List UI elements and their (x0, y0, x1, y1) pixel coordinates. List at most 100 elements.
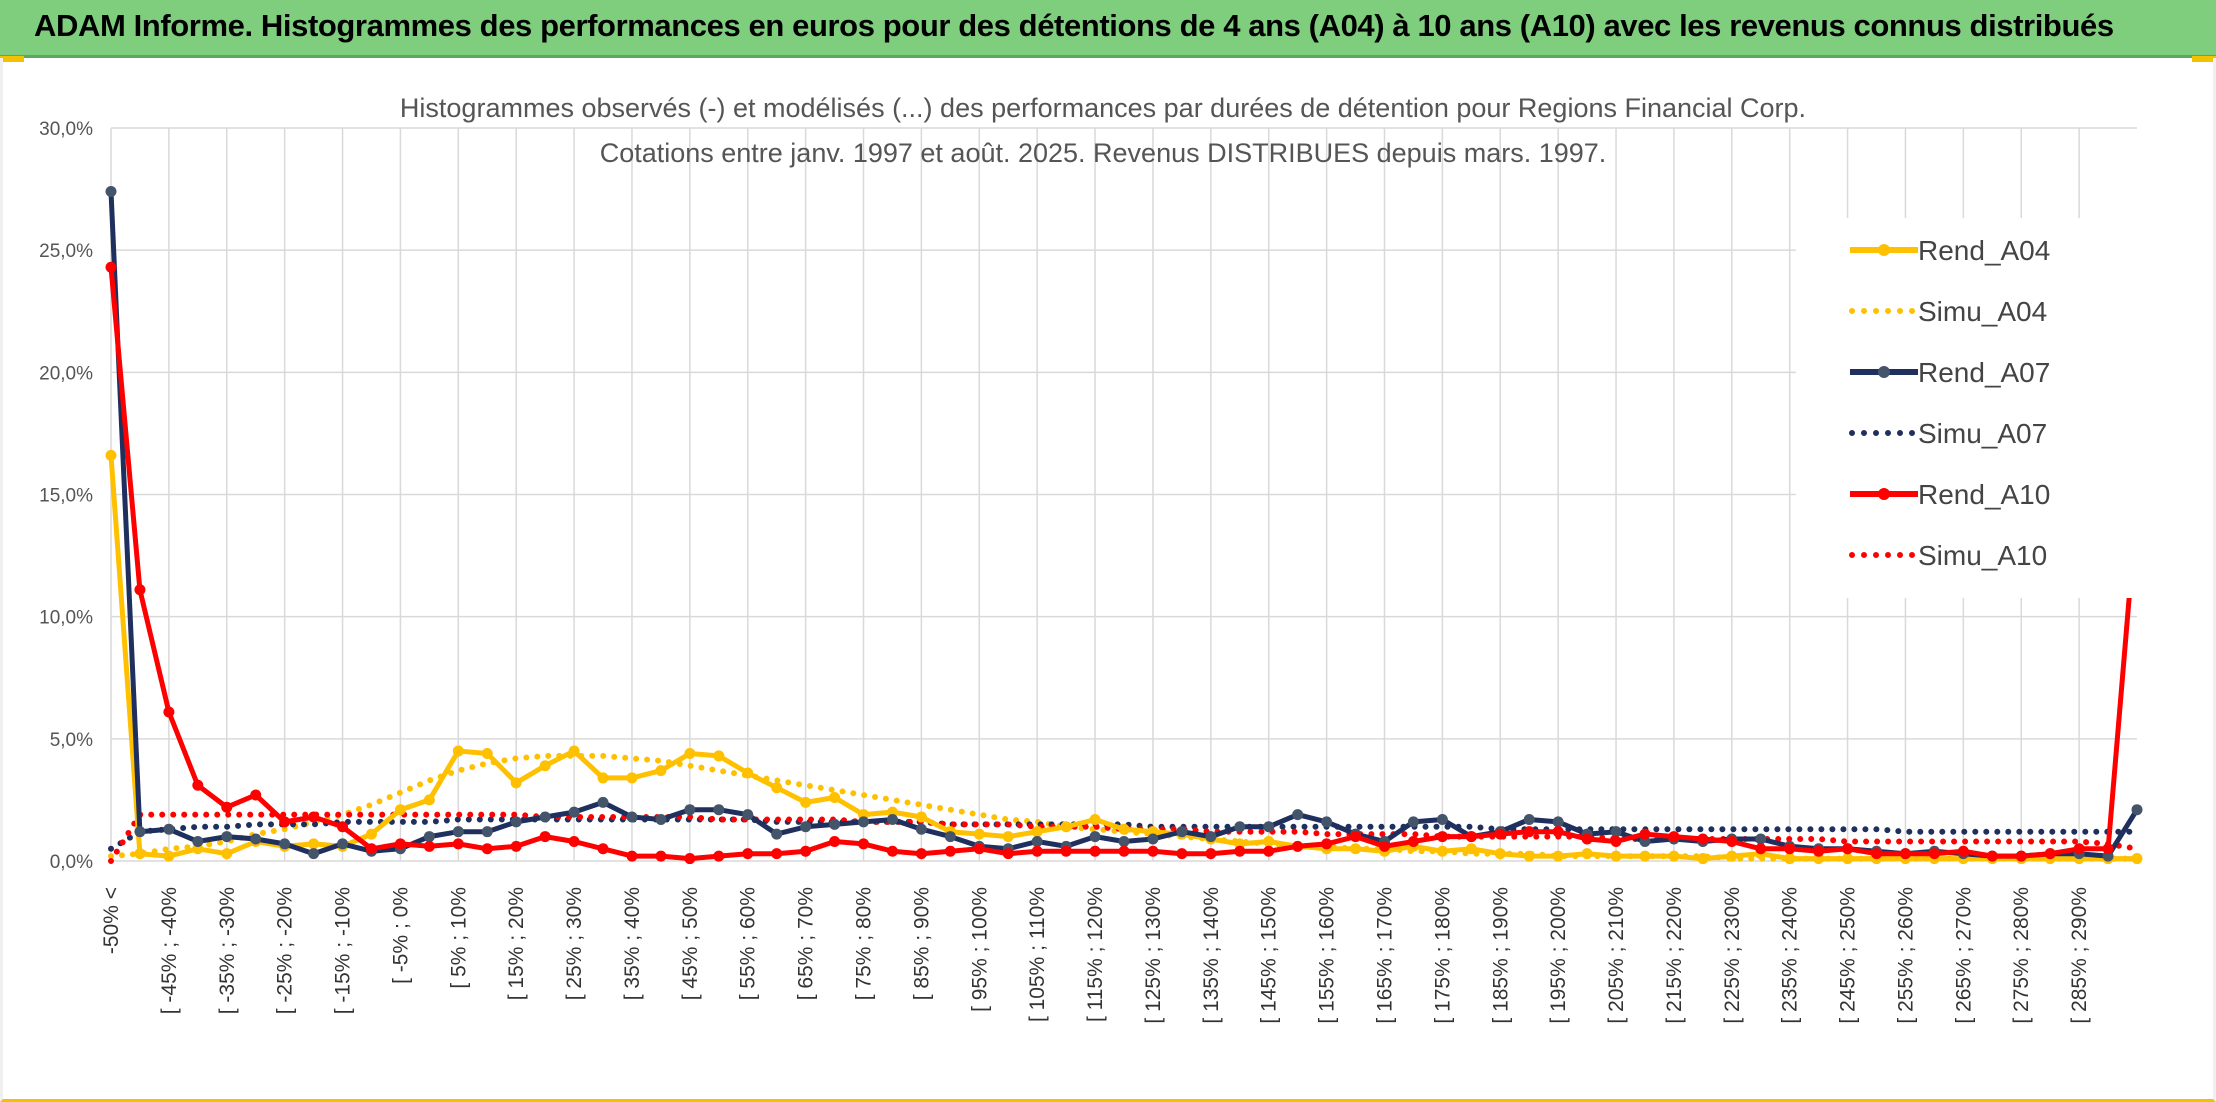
data-point-Rend_A10 (1350, 831, 1362, 843)
x-tick-label: [ 145% ; 150% (1258, 887, 1281, 1024)
data-point-Rend_A04 (1494, 848, 1506, 860)
data-point-Rend_A07 (481, 826, 493, 838)
y-tick-label: 15,0% (39, 486, 93, 507)
data-point-Rend_A10 (1234, 845, 1246, 857)
x-tick-label: [ -15% ; -10% (332, 887, 355, 1014)
x-tick-label: [ 215% ; 220% (1663, 887, 1686, 1024)
data-point-Rend_A04 (829, 791, 841, 803)
data-point-Rend_A04 (1842, 853, 1854, 865)
data-point-Rend_A04 (1118, 823, 1130, 835)
chart-title-line2: Cotations entre janv. 1997 et août. 2025… (600, 138, 1607, 168)
data-point-Rend_A04 (1552, 850, 1564, 862)
data-point-Rend_A10 (1871, 848, 1883, 860)
data-point-Rend_A10 (1842, 843, 1854, 855)
data-point-Rend_A10 (944, 845, 956, 857)
x-tick-label: [ 15% ; 20% (505, 887, 528, 1000)
x-tick-label: [ 165% ; 170% (1373, 887, 1396, 1024)
data-point-Rend_A07 (1436, 813, 1448, 825)
data-point-Rend_A10 (1610, 835, 1622, 847)
data-point-Rend_A04 (800, 796, 812, 808)
data-point-Rend_A10 (192, 779, 204, 791)
x-tick-label: [ 45% ; 50% (679, 887, 702, 1000)
data-point-Rend_A10 (800, 845, 812, 857)
x-tick-label: [ 5% ; 10% (447, 887, 470, 989)
data-point-Rend_A10 (2102, 843, 2114, 855)
data-point-Rend_A10 (510, 840, 522, 852)
right-accent-bar (2192, 56, 2216, 62)
x-tick-label: [ 155% ; 160% (1316, 887, 1339, 1024)
data-point-Rend_A10 (1899, 848, 1911, 860)
x-tick-label: [ -25% ; -20% (274, 887, 297, 1014)
data-point-Rend_A10 (1436, 831, 1448, 843)
data-point-Rend_A07 (858, 816, 870, 828)
data-point-Rend_A07 (250, 833, 262, 845)
data-point-Rend_A07 (800, 821, 812, 833)
x-axis: -50% < [ -45% ; -40% [ -35% ; -30% [ -25% ;… (100, 887, 2091, 1024)
x-tick-label: [ 35% ; 40% (621, 887, 644, 1000)
data-point-Rend_A07 (510, 816, 522, 828)
x-tick-label: [ -45% ; -40% (158, 887, 181, 1014)
data-point-Rend_A07 (337, 838, 349, 850)
series-line-Simu_A07 (108, 816, 2140, 852)
data-point-Rend_A10 (1813, 845, 1825, 857)
data-point-Rend_A04 (481, 747, 493, 759)
data-point-Rend_A04 (1436, 845, 1448, 857)
data-point-Rend_A04 (1610, 850, 1622, 862)
data-point-Rend_A10 (452, 838, 464, 850)
data-point-Rend_A04 (1784, 853, 1796, 865)
data-point-Rend_A07 (655, 813, 667, 825)
data-point-Rend_A10 (568, 835, 580, 847)
data-point-Rend_A04 (539, 760, 551, 772)
data-point-Rend_A10 (1118, 845, 1130, 857)
data-point-Rend_A07 (829, 818, 841, 830)
data-point-Rend_A04 (597, 772, 609, 784)
data-point-Rend_A04 (1523, 850, 1535, 862)
data-point-Rend_A07 (1755, 833, 1767, 845)
data-point-Rend_A07 (1523, 813, 1535, 825)
data-point-Rend_A04 (163, 850, 175, 862)
data-point-Rend_A04 (308, 838, 320, 850)
data-point-Rend_A07 (1205, 831, 1217, 843)
x-tick-label: [ 85% ; 90% (910, 887, 933, 1000)
data-point-Rend_A04 (365, 828, 377, 840)
legend-marker-Rend_A10 (1878, 488, 1890, 500)
data-point-Rend_A04 (973, 828, 985, 840)
data-point-Rend_A10 (1002, 848, 1014, 860)
data-point-Rend_A04 (1350, 843, 1362, 855)
x-tick-label: [ 245% ; 250% (1837, 887, 1860, 1024)
data-point-Rend_A10 (858, 838, 870, 850)
data-point-Rend_A04 (1697, 853, 1709, 865)
data-point-Rend_A07 (134, 826, 146, 838)
x-tick-label: [ 135% ; 140% (1200, 887, 1223, 1024)
data-point-Rend_A07 (597, 796, 609, 808)
x-tick-label: [ 125% ; 130% (1142, 887, 1165, 1024)
x-tick-label: [ 265% ; 270% (1952, 887, 1975, 1024)
data-point-Rend_A10 (2073, 843, 2085, 855)
data-point-Rend_A10 (1523, 826, 1535, 838)
data-point-Rend_A04 (1465, 843, 1477, 855)
data-point-Rend_A04 (568, 745, 580, 757)
data-point-Rend_A10 (1755, 843, 1767, 855)
x-tick-label: [ 105% ; 110% (1026, 887, 1049, 1022)
data-point-Rend_A04 (452, 745, 464, 757)
data-point-Rend_A10 (1986, 850, 1998, 862)
x-tick-label: [ 255% ; 260% (1894, 887, 1917, 1024)
data-point-Rend_A10 (1697, 833, 1709, 845)
data-point-Rend_A07 (915, 823, 927, 835)
data-point-Rend_A07 (1234, 821, 1246, 833)
x-tick-label: [ -35% ; -30% (216, 887, 239, 1014)
data-point-Rend_A07 (568, 806, 580, 818)
data-point-Rend_A04 (626, 772, 638, 784)
data-point-Rend_A07 (626, 811, 638, 823)
report-title: ADAM Informe. Histogrammes des performan… (34, 8, 2114, 43)
data-point-Rend_A10 (481, 843, 493, 855)
y-tick-label: 25,0% (39, 241, 93, 262)
y-tick-label: 30,0% (39, 119, 93, 140)
data-point-Rend_A10 (915, 848, 927, 860)
data-point-Rend_A10 (308, 811, 320, 823)
report-banner: ADAM Informe. Histogrammes des performan… (0, 0, 2216, 58)
data-point-Rend_A04 (1060, 821, 1072, 833)
data-point-Rend_A10 (655, 850, 667, 862)
data-point-Rend_A10 (1031, 845, 1043, 857)
x-tick-label: [ 195% ; 200% (1547, 887, 1570, 1024)
